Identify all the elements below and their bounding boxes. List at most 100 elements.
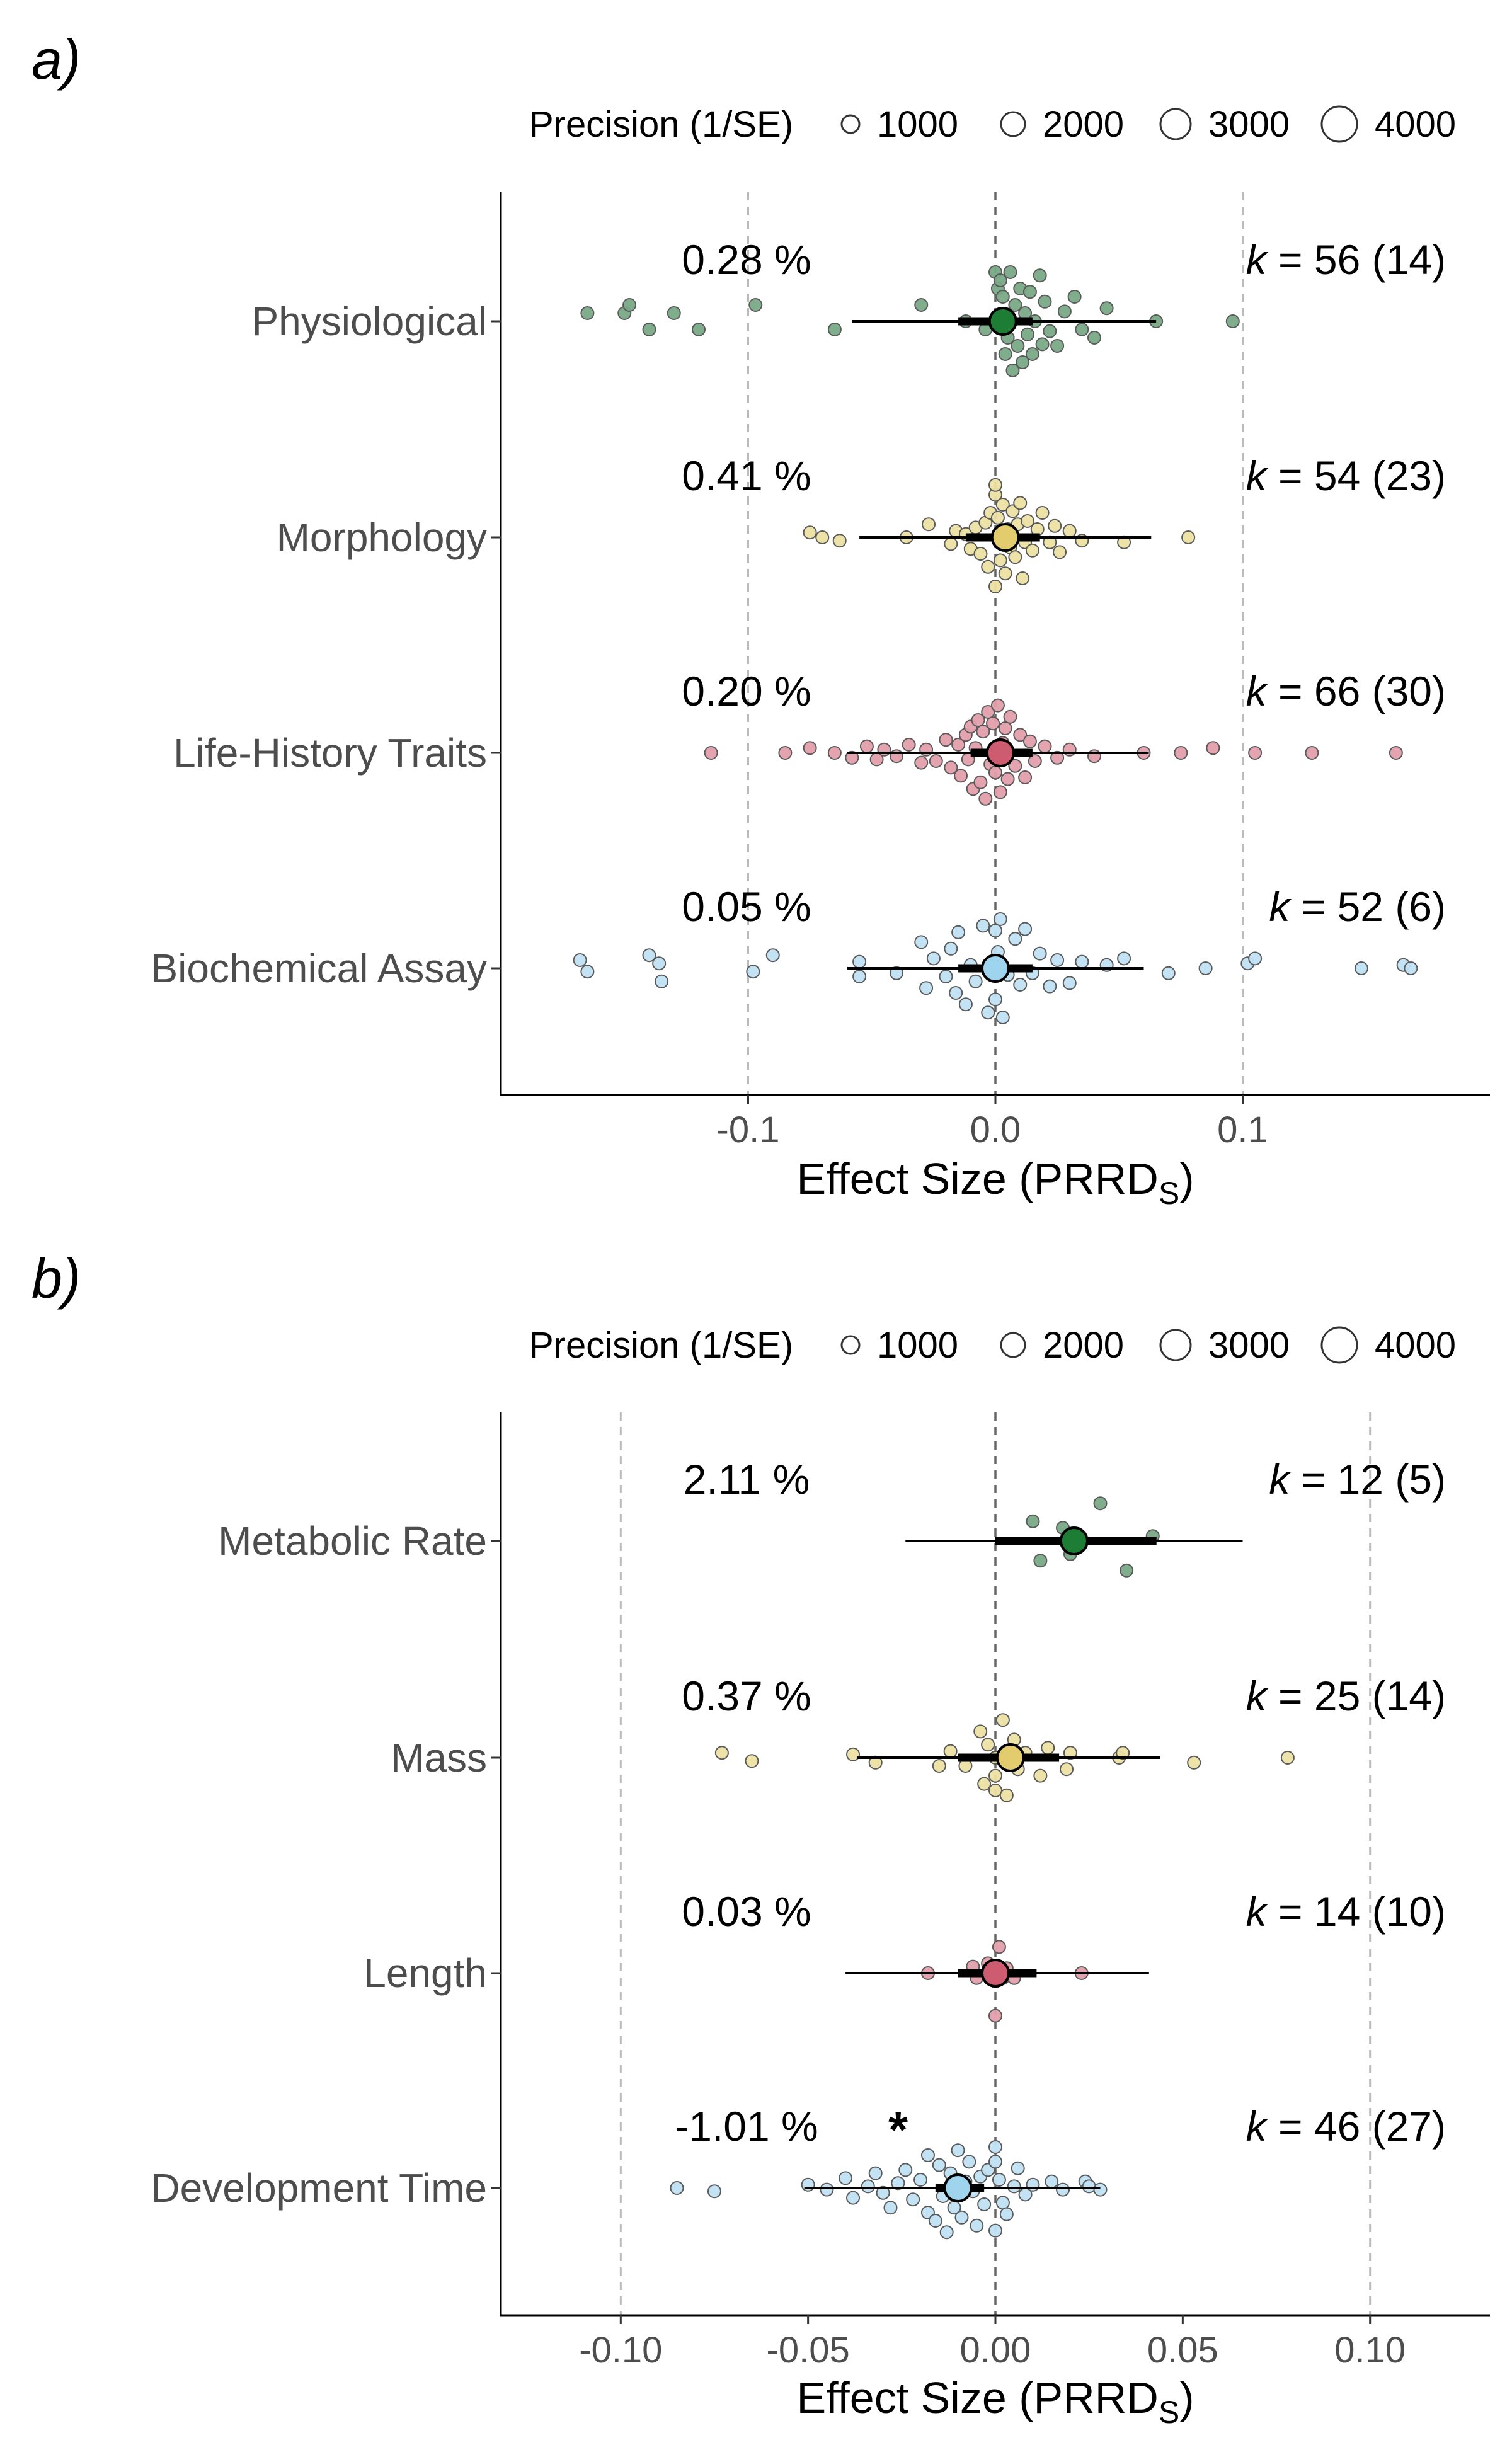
effect-size-point [1008,298,1022,312]
legend-label: 3000 [1208,104,1290,145]
effect-size-point [845,750,859,765]
legend-size-circle [1000,111,1026,137]
chart-panel-b: b) Precision (1/SE) 1000 2000 3000 4000 -0.10 -… [32,1247,1490,2430]
effect-size-point [1280,1751,1295,1765]
effect-size-point [943,1744,958,1758]
effect-size-point [868,1755,883,1770]
effect-size-point [1117,535,1131,549]
effect-size-point [988,580,1002,593]
effect-size-point [1033,268,1047,283]
effect-size-point [990,510,1005,525]
effect-size-point [883,2201,898,2215]
category-label: Length [364,1950,487,1996]
effect-size-point [981,1005,995,1020]
legend-size-circle [1000,1332,1026,1358]
legend-size-circle [840,114,861,134]
effect-size-point [692,323,706,336]
sample-size-label: k = 25 (14) [1246,1673,1446,1719]
effect-size-point [928,2214,942,2228]
category-label: Biochemical Assay [151,946,487,991]
effect-size-point [1117,951,1131,966]
effect-size-point [973,547,988,561]
category-label: Life-History Traits [173,730,487,776]
effect-size-point [1181,530,1196,544]
panel-label: a) [32,28,81,91]
effect-size-point [1013,496,1028,510]
effect-size-point [954,2210,969,2225]
effect-size-point [1206,741,1220,755]
x-axis-title: Effect Size (PRRDS) [796,2373,1194,2430]
effect-size-point [968,974,983,988]
effect-size-point [951,925,966,939]
effect-size-point [1225,314,1240,328]
effect-size-point [1057,304,1072,319]
effect-size-point [993,553,1007,568]
effect-size-point [1008,932,1022,946]
effect-size-point [1033,946,1047,961]
effect-size-point [1038,294,1052,309]
effect-size-point [977,2197,992,2211]
effect-size-point [1248,951,1263,966]
effect-size-point [976,724,990,739]
significance-star: * [888,2102,908,2158]
effect-size-point [1013,728,1028,742]
effect-size-point [580,965,595,979]
legend-label: 4000 [1375,104,1456,145]
legend-title: Precision (1/SE) [529,1325,793,1366]
effect-size-point [704,746,718,760]
effect-size-point [1050,953,1065,967]
sample-size-label: k = 66 (30) [1246,668,1446,714]
effect-size-point [1016,355,1030,369]
effect-size-point [976,919,990,933]
sample-size-label: k = 54 (23) [1246,452,1446,499]
effect-size-point [1022,285,1037,299]
legend-label: 4000 [1375,1325,1456,1366]
effect-size-point [973,1724,988,1739]
effect-size-point [1000,772,1015,786]
category-label: Development Time [151,2165,487,2211]
sample-size-label: k = 56 (14) [1246,236,1446,283]
effect-size-point [995,2196,1010,2210]
overall-estimate-point [988,307,1017,336]
panel-label: b) [32,1247,81,1310]
effect-size-point [1026,1514,1040,1528]
x-tick-label: 0.05 [1147,2330,1218,2371]
effect-size-point [580,306,595,320]
effect-size-point [1025,543,1040,558]
legend-label: 1000 [877,1325,958,1366]
effect-size-point [1198,961,1213,975]
effect-size-point [1059,1762,1074,1777]
category-row: Life-History Traits 0.20 % k = 66 (30) [173,668,1446,806]
category-row: Morphology 0.41 % k = 54 (23) [277,452,1446,593]
effect-size-point [745,1754,759,1768]
effect-size-point [1035,337,1050,352]
effect-size-point [992,2173,1006,2187]
category-row: Development Time -1.01 % * k = 46 (27) [151,2102,1446,2240]
effect-size-point [914,935,929,949]
effect-size-point [902,738,916,752]
effect-size-point [988,1784,1002,1797]
effect-size-point [1048,518,1062,533]
effect-size-point [1018,922,1033,936]
effect-size-point [920,2148,935,2162]
chart-panel-a: a) Precision (1/SE) 1000 2000 3000 4000 -0.1 0.… [32,28,1490,1211]
overall-estimate-point [981,954,1010,983]
precision-legend: Precision (1/SE) 1000 2000 3000 4000 [529,1325,1456,1366]
category-label: Physiological [251,299,487,344]
effect-size-point [988,2223,1002,2238]
effect-size-point [1354,961,1368,975]
effect-size-point [1075,954,1089,969]
effect-size-point [1033,1768,1048,1783]
effect-size-point [971,713,985,727]
effect-size-point [993,912,1007,926]
effect-size-point [981,1738,995,1752]
category-row: Length 0.03 % k = 14 (10) [364,1888,1446,2023]
effect-size-point [1045,2174,1059,2189]
effect-size-point [1043,535,1057,549]
sample-size-label: k = 46 (27) [1246,2103,1446,2150]
effect-size-point [981,705,995,719]
effect-size-point [998,566,1012,581]
effect-size-point [1087,331,1101,345]
category-label: Morphology [277,515,487,560]
effect-size-point [642,948,656,963]
